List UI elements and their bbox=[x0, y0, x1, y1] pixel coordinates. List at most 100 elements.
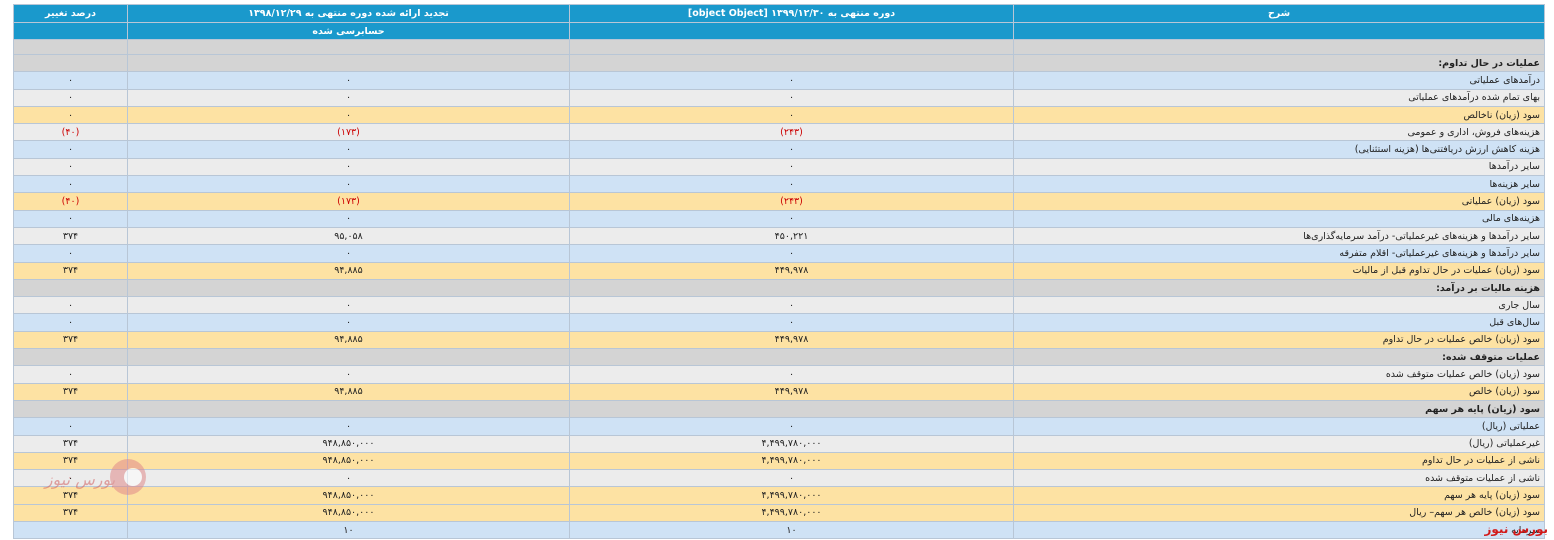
row-previous-value: ۰ bbox=[127, 313, 570, 332]
brand-logo-text: بورس نیوز bbox=[1484, 522, 1548, 536]
row-label: سود (زیان) خالص bbox=[1013, 382, 1545, 401]
row-current-value: ۰ bbox=[569, 175, 1014, 194]
table-row: سایر درآمدها ۰ ۰ ۰ bbox=[13, 157, 1545, 177]
row-current-value: ۴۴۹,۹۷۸ bbox=[569, 261, 1014, 280]
row-change-value: ۳۷۴ bbox=[13, 503, 128, 523]
row-current-value: (۲۴۳) bbox=[569, 123, 1014, 142]
row-previous-value: (۱۷۳) bbox=[127, 123, 570, 142]
row-current-value: ۰ bbox=[569, 244, 1014, 263]
row-change-value: ۰ bbox=[13, 313, 128, 332]
table-row: سود (زیان) عملیاتی (۲۴۳) (۱۷۳) (۴۰) bbox=[13, 192, 1545, 211]
row-change-value: ۰ bbox=[13, 140, 128, 159]
table-row: سرمایه ۱۰ ۱۰ bbox=[13, 521, 1545, 540]
row-previous-value bbox=[127, 348, 570, 367]
row-previous-value: ۰ bbox=[127, 105, 570, 125]
row-change-value: ۰ bbox=[13, 88, 128, 107]
row-current-value: ۴,۴۹۹,۷۸۰,۰۰۰ bbox=[569, 503, 1014, 523]
row-label: بهای تمام شده درآمدهای عملیاتی bbox=[1013, 88, 1545, 107]
row-previous-value: ۹۴,۸۸۵ bbox=[127, 261, 570, 280]
financial-table-container: شرح دوره منتهی به ۱۳۹۹/۱۲/۳۰ [object Obj… bbox=[13, 4, 1545, 540]
row-previous-value bbox=[127, 278, 570, 298]
row-previous-value bbox=[127, 53, 570, 73]
row-current-value: ۰ bbox=[569, 88, 1014, 107]
row-label: هزینه‌های فروش، اداری و عمومی bbox=[1013, 123, 1545, 142]
row-current-value bbox=[569, 278, 1014, 298]
row-current-value bbox=[569, 399, 1014, 419]
subheader-audited: حسابرسی شده bbox=[127, 22, 570, 40]
row-previous-value: ۹۴۸,۸۵۰,۰۰۰ bbox=[127, 451, 570, 471]
row-change-value: ۰ bbox=[13, 296, 128, 315]
section-header-row: سود (زیان) پایه هر سهم bbox=[13, 399, 1545, 419]
table-row: سال‌های قبل ۰ ۰ ۰ bbox=[13, 313, 1545, 332]
section-header-row: عملیات در حال تداوم: bbox=[13, 53, 1545, 73]
row-label: ناشی از عملیات در حال تداوم bbox=[1013, 451, 1545, 471]
row-label: سال جاری bbox=[1013, 296, 1545, 315]
row-label: عملیاتی (ریال) bbox=[1013, 417, 1545, 436]
row-current-value: ۱۰ bbox=[569, 521, 1014, 540]
income-statement-table: شرح دوره منتهی به ۱۳۹۹/۱۲/۳۰ [object Obj… bbox=[13, 4, 1545, 540]
row-change-value: (۴۰) bbox=[13, 192, 128, 211]
row-current-value: ۴,۴۹۹,۷۸۰,۰۰۰ bbox=[569, 451, 1014, 471]
row-previous-value: ۹۴۸,۸۵۰,۰۰۰ bbox=[127, 486, 570, 505]
row-change-value: (۴۰) bbox=[13, 123, 128, 142]
row-current-value: ۴,۴۹۹,۷۸۰,۰۰۰ bbox=[569, 434, 1014, 453]
row-label: ناشی از عملیات متوقف شده bbox=[1013, 469, 1545, 488]
row-current-value: ۰ bbox=[569, 209, 1014, 228]
row-current-value: ۰ bbox=[569, 140, 1014, 159]
row-label: هزینه‌های مالی bbox=[1013, 209, 1545, 228]
table-subheader-row: حسابرسی شده bbox=[13, 22, 1545, 40]
row-change-value: ۳۷۴ bbox=[13, 451, 128, 471]
row-current-value: ۰ bbox=[569, 105, 1014, 125]
table-body: عملیات در حال تداوم: درآمدهای عملیاتی ۰ ۰ ۰ ب… bbox=[13, 39, 1545, 540]
row-previous-value: ۰ bbox=[127, 469, 570, 488]
row-label: عملیات متوقف شده: bbox=[1013, 348, 1545, 367]
row-previous-value: ۰ bbox=[127, 71, 570, 90]
table-row: هزینه کاهش ارزش دریافتنی‌ها (هزینه استثن… bbox=[13, 140, 1545, 159]
table-row: درآمدهای عملیاتی ۰ ۰ ۰ bbox=[13, 71, 1545, 90]
row-change-value: ۳۷۴ bbox=[13, 261, 128, 280]
row-previous-value: ۹۴۸,۸۵۰,۰۰۰ bbox=[127, 434, 570, 453]
table-row: هزینه‌های فروش، اداری و عمومی (۲۴۳) (۱۷۳)(… bbox=[13, 123, 1545, 142]
row-previous-value: ۰ bbox=[127, 417, 570, 436]
row-label: عملیات در حال تداوم: bbox=[1013, 53, 1545, 73]
row-current-value: ۴,۴۹۹,۷۸۰,۰۰۰ bbox=[569, 486, 1014, 505]
table-row: سود (زیان) ناخالص ۰ ۰ ۰ bbox=[13, 105, 1545, 125]
spacer-row bbox=[13, 39, 1545, 55]
section-header-row: هزینه مالیات بر درآمد: bbox=[13, 278, 1545, 298]
table-row: سود (زیان) عملیات در حال تداوم قبل از ما… bbox=[13, 261, 1545, 280]
row-label: سود (زیان) خالص عملیات در حال تداوم bbox=[1013, 330, 1545, 350]
row-previous-value: ۹۴۸,۸۵۰,۰۰۰ bbox=[127, 503, 570, 523]
row-previous-value: ۰ bbox=[127, 140, 570, 159]
row-label: درآمدهای عملیاتی bbox=[1013, 71, 1545, 90]
row-current-value: ۰ bbox=[569, 365, 1014, 384]
row-change-value: ۰ bbox=[13, 469, 128, 488]
table-row: بهای تمام شده درآمدهای عملیاتی ۰ ۰ ۰ bbox=[13, 88, 1545, 107]
row-label: سود (زیان) ناخالص bbox=[1013, 105, 1545, 125]
row-label: هزینه کاهش ارزش دریافتنی‌ها (هزینه استثن… bbox=[1013, 140, 1545, 159]
row-label: سایر هزینه‌ها bbox=[1013, 175, 1545, 194]
table-row: سود (زیان) خالص عملیات متوقف شده ۰ ۰ ۰ bbox=[13, 365, 1545, 384]
row-current-value bbox=[569, 53, 1014, 73]
table-row: سال جاری ۰ ۰ ۰ bbox=[13, 296, 1545, 315]
row-label: سود (زیان) پایه هر سهم bbox=[1013, 399, 1545, 419]
row-previous-value: ۰ bbox=[127, 296, 570, 315]
row-change-value bbox=[13, 399, 128, 419]
row-change-value: ۰ bbox=[13, 244, 128, 263]
row-change-value: ۰ bbox=[13, 417, 128, 436]
row-label: سود (زیان) خالص عملیات متوقف شده bbox=[1013, 365, 1545, 384]
table-row: سایر هزینه‌ها ۰ ۰ ۰ bbox=[13, 175, 1545, 194]
row-label: سال‌های قبل bbox=[1013, 313, 1545, 332]
row-current-value bbox=[569, 348, 1014, 367]
table-row: سایر درآمدها و هزینه‌های غیرعملیاتی- اقل… bbox=[13, 244, 1545, 263]
row-previous-value: ۹۴,۸۸۵ bbox=[127, 330, 570, 350]
row-change-value: ۰ bbox=[13, 365, 128, 384]
row-change-value: ۳۷۴ bbox=[13, 330, 128, 350]
row-label: سایر درآمدها و هزینه‌های غیرعملیاتی- اقل… bbox=[1013, 244, 1545, 263]
header-change-percent: درصد تغییر bbox=[13, 4, 128, 23]
row-change-value bbox=[13, 348, 128, 367]
row-change-value: ۰ bbox=[13, 105, 128, 125]
row-current-value: ۴۵۰,۲۲۱ bbox=[569, 226, 1014, 246]
row-change-value bbox=[13, 53, 128, 73]
row-previous-value bbox=[127, 399, 570, 419]
row-label: سرمایه bbox=[1013, 521, 1545, 540]
